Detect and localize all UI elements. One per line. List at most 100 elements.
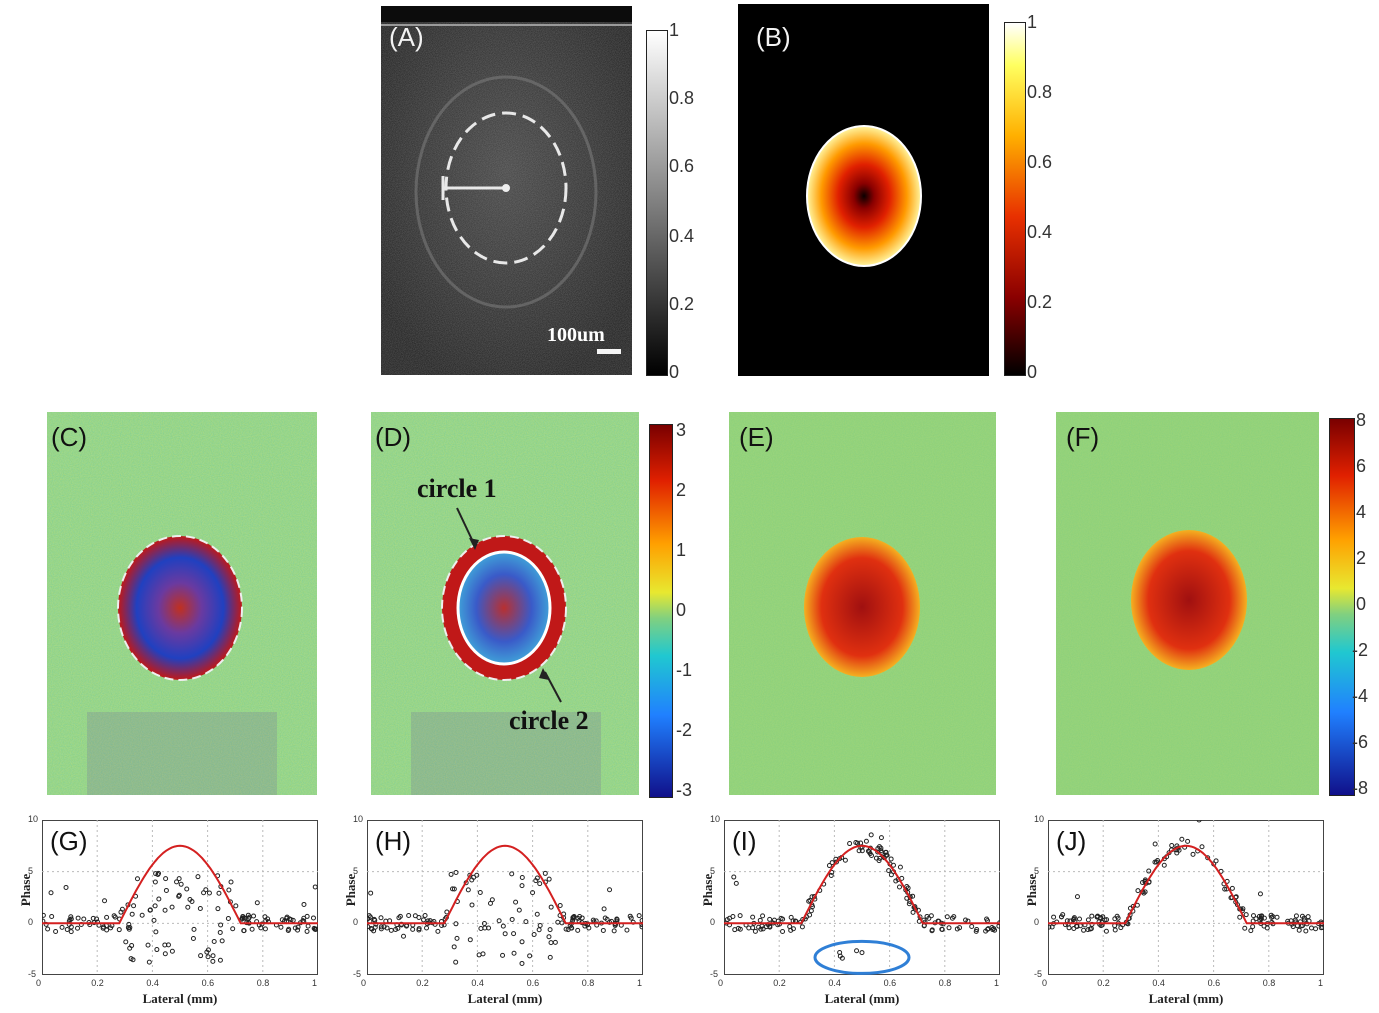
data-point bbox=[876, 844, 882, 850]
data-point bbox=[905, 885, 911, 891]
data-point bbox=[53, 929, 59, 935]
data-point bbox=[1199, 844, 1205, 850]
data-point bbox=[944, 914, 950, 920]
data-point bbox=[563, 926, 569, 932]
data-point bbox=[856, 848, 862, 854]
panel-label-f: (F) bbox=[1066, 422, 1100, 452]
data-point bbox=[826, 863, 832, 869]
data-point bbox=[1257, 891, 1263, 897]
data-point bbox=[225, 916, 231, 922]
data-point bbox=[807, 912, 813, 918]
x-tick: 0 bbox=[36, 978, 42, 988]
data-point bbox=[176, 893, 182, 899]
x-tick: 0.8 bbox=[581, 978, 595, 988]
data-point bbox=[1088, 926, 1094, 932]
disp-tick: 2 bbox=[1356, 548, 1367, 568]
y-tick: 5 bbox=[1034, 865, 1040, 876]
data-point bbox=[471, 874, 477, 880]
data-point bbox=[969, 923, 975, 929]
data-point bbox=[218, 922, 224, 928]
data-point bbox=[424, 925, 430, 931]
data-point bbox=[1261, 915, 1267, 921]
data-point bbox=[601, 906, 607, 912]
data-point bbox=[611, 928, 617, 934]
disp-tick: 8 bbox=[1356, 410, 1367, 430]
data-point bbox=[537, 922, 543, 928]
data-point bbox=[888, 872, 894, 878]
phase-tick: 0 bbox=[676, 600, 687, 620]
panel-f: (F) bbox=[1056, 412, 1319, 795]
data-point bbox=[453, 959, 459, 965]
data-point bbox=[125, 925, 131, 931]
data-point bbox=[1103, 928, 1109, 934]
data-point bbox=[169, 904, 175, 910]
panel-label-j: (J) bbox=[1056, 826, 1087, 856]
data-point bbox=[906, 901, 912, 907]
data-point bbox=[279, 917, 285, 923]
panel-d: (D) circle 1 circle 2 bbox=[371, 412, 639, 795]
data-point bbox=[206, 890, 212, 896]
data-point bbox=[284, 914, 290, 920]
x-axis-label: Lateral (mm) bbox=[467, 991, 543, 1006]
data-point bbox=[788, 927, 794, 933]
data-point bbox=[40, 912, 46, 918]
data-point bbox=[384, 925, 390, 931]
data-point bbox=[153, 929, 159, 935]
data-point bbox=[531, 932, 537, 938]
data-point bbox=[866, 849, 872, 855]
data-point bbox=[1051, 914, 1057, 920]
x-tick: 0.6 bbox=[526, 978, 540, 988]
data-point bbox=[104, 914, 110, 920]
data-point bbox=[123, 939, 129, 945]
data-point bbox=[1301, 915, 1307, 921]
data-point bbox=[401, 933, 407, 939]
data-point bbox=[145, 942, 151, 948]
disp-tick: -6 bbox=[1352, 732, 1369, 752]
data-point bbox=[829, 860, 835, 866]
data-point bbox=[1240, 906, 1246, 912]
profile-plot bbox=[40, 820, 319, 975]
data-point bbox=[1185, 838, 1191, 844]
data-point bbox=[546, 876, 552, 882]
panel-g: (G) bbox=[40, 820, 319, 975]
data-point bbox=[542, 870, 548, 876]
data-point bbox=[450, 886, 456, 892]
data-point bbox=[877, 855, 883, 861]
colorbar-gray bbox=[646, 30, 668, 376]
data-point bbox=[216, 890, 222, 896]
data-point bbox=[1258, 916, 1264, 922]
data-point bbox=[876, 858, 882, 864]
x-tick: 0.8 bbox=[938, 978, 952, 988]
data-point bbox=[519, 874, 525, 880]
data-point bbox=[465, 887, 471, 893]
data-point bbox=[203, 887, 209, 893]
data-point bbox=[1213, 858, 1219, 864]
fit-curve bbox=[367, 844, 643, 925]
data-point bbox=[733, 880, 739, 886]
data-point bbox=[454, 935, 460, 941]
y-tick: 5 bbox=[353, 865, 359, 876]
data-point bbox=[946, 925, 952, 931]
data-point bbox=[262, 914, 268, 920]
gray-tick: 0 bbox=[669, 362, 680, 382]
data-point bbox=[746, 925, 752, 931]
data-point bbox=[197, 905, 203, 911]
data-point bbox=[1290, 924, 1296, 930]
data-point bbox=[278, 924, 284, 930]
hot-tick: 0.6 bbox=[1027, 152, 1053, 172]
data-point bbox=[854, 948, 860, 954]
data-point bbox=[750, 914, 756, 920]
data-point bbox=[868, 853, 874, 859]
data-point bbox=[1250, 924, 1256, 930]
data-point bbox=[154, 947, 160, 953]
data-point bbox=[165, 942, 171, 948]
data-point bbox=[577, 914, 583, 920]
data-point bbox=[808, 908, 814, 914]
data-point bbox=[910, 893, 916, 899]
y-tick: -5 bbox=[1034, 969, 1043, 979]
x-tick: 0.4 bbox=[471, 978, 484, 988]
gray-tick: 0.4 bbox=[669, 226, 695, 246]
phase-tick: 2 bbox=[676, 480, 687, 500]
data-point bbox=[1098, 915, 1104, 921]
data-point bbox=[90, 915, 96, 921]
